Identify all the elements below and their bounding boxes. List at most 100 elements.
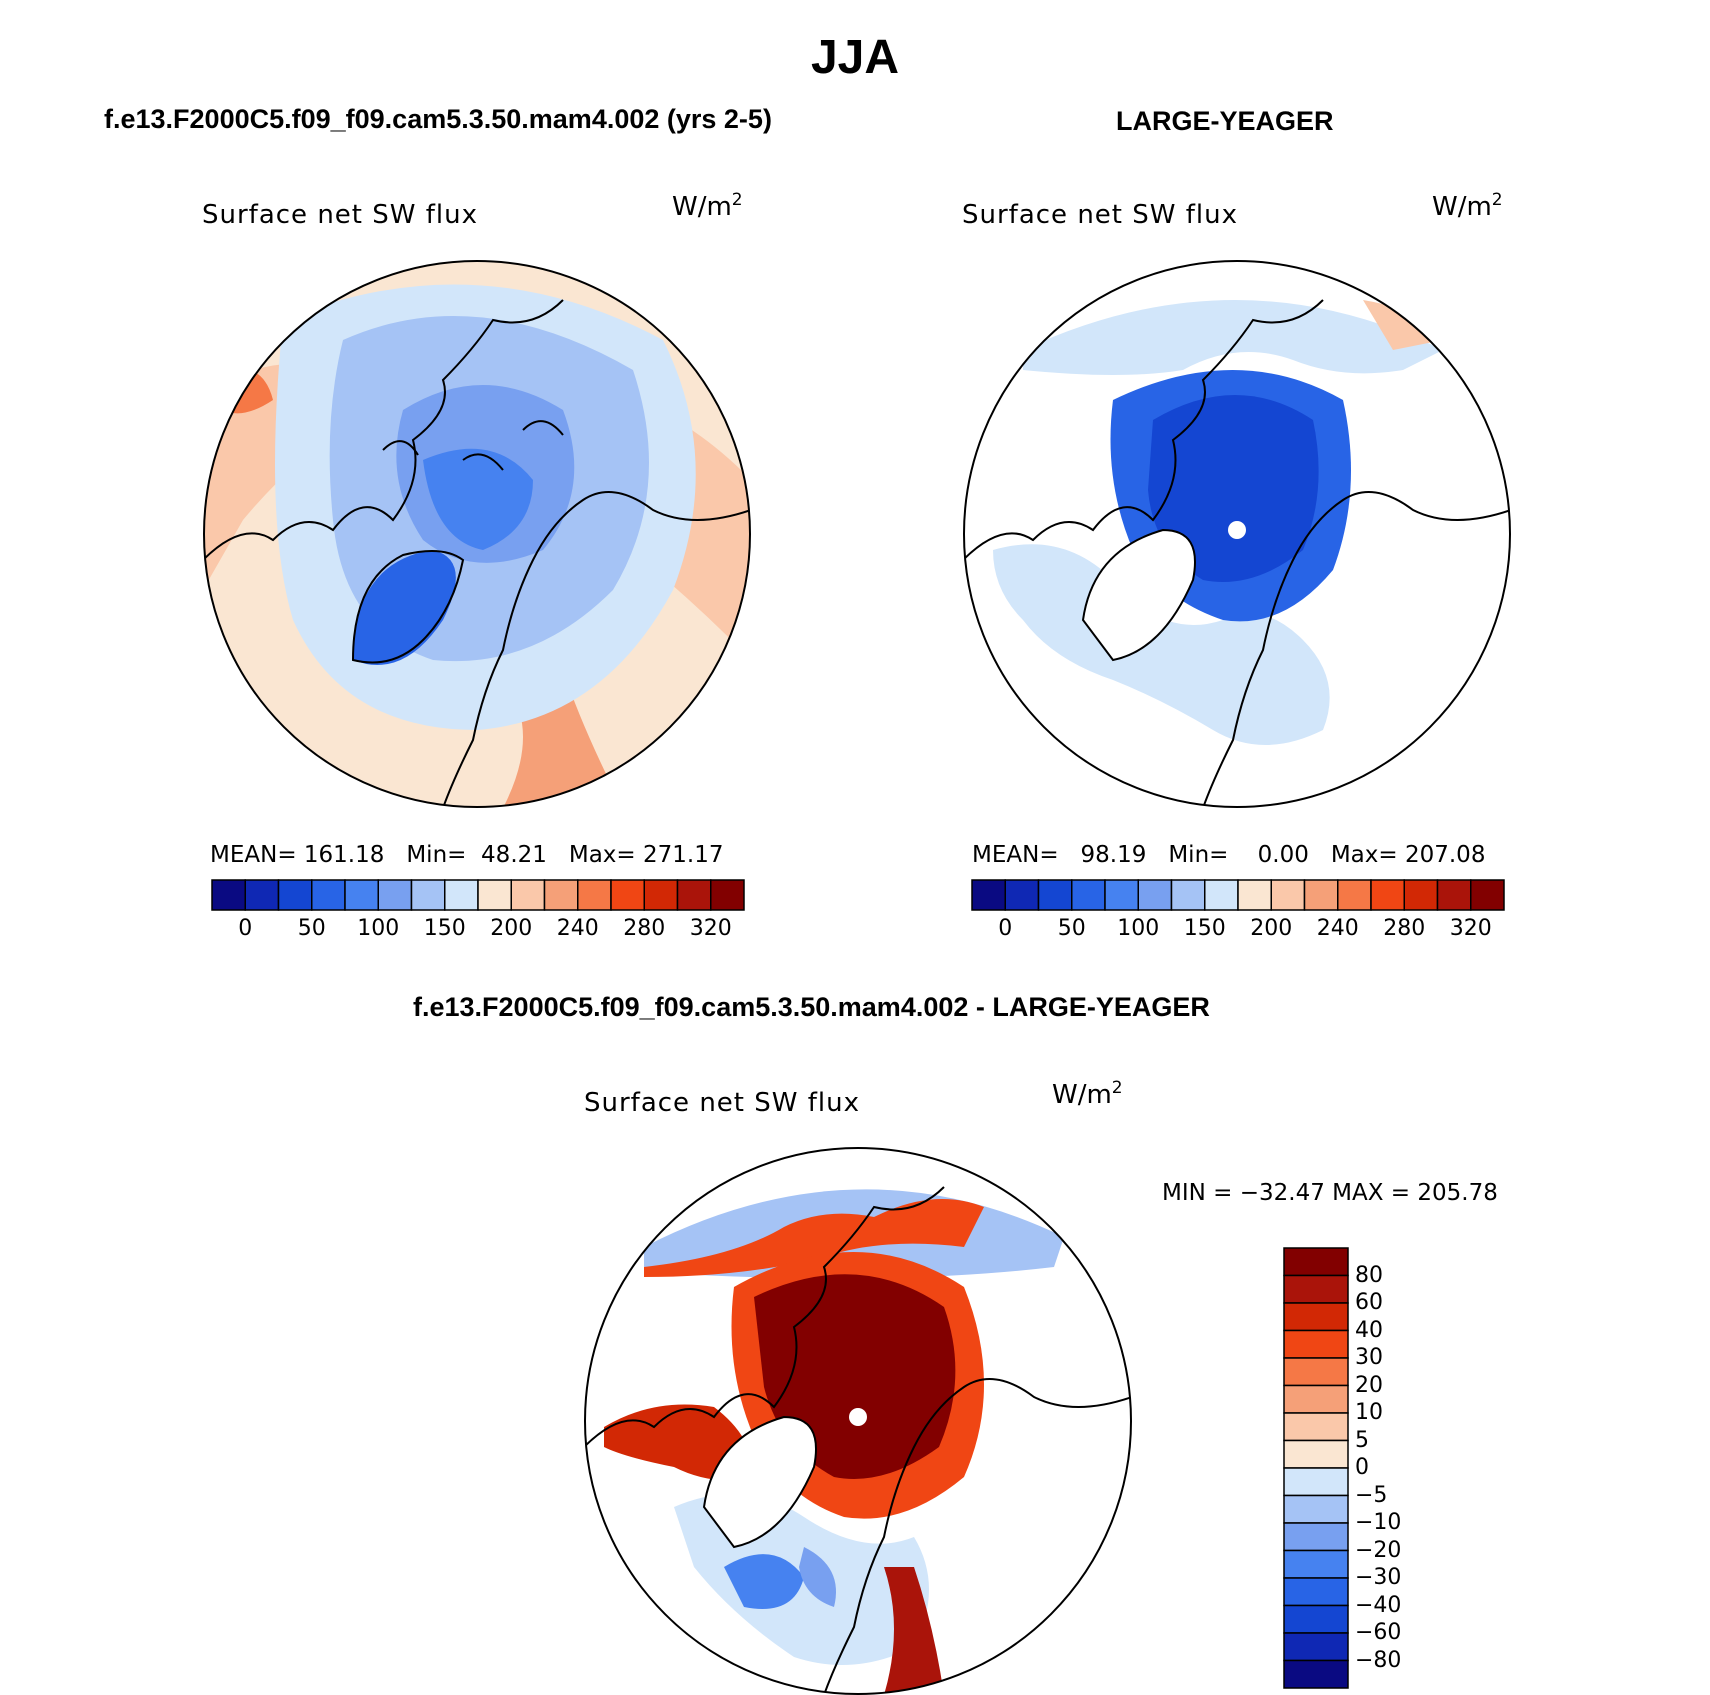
left-coastline-na bbox=[204, 299, 564, 561]
diff-colorbar-box bbox=[1283, 1247, 1349, 1277]
left-colorbar-box bbox=[643, 879, 679, 911]
diff-units: W/m2 bbox=[1052, 1078, 1123, 1110]
diff-colorbar-tick-label: −30 bbox=[1355, 1565, 1402, 1590]
right-case-title: LARGE-YEAGER bbox=[1116, 106, 1334, 136]
right-stats: MEAN= 98.19 Min= 0.00 Max= 207.08 bbox=[972, 842, 1486, 868]
right-colorbar-box bbox=[971, 879, 1006, 911]
right-units: W/m2 bbox=[1432, 190, 1503, 222]
right-colorbar-box bbox=[1303, 879, 1339, 911]
diff-colorbar-tick-label: 80 bbox=[1355, 1262, 1383, 1288]
diff-colorbar bbox=[1283, 1247, 1349, 1689]
diff-coastline-na bbox=[585, 1186, 945, 1448]
diff-blue-patch bbox=[724, 1554, 804, 1609]
left-colorbar-tick-label: 280 bbox=[623, 916, 666, 941]
diff-colorbar-box bbox=[1283, 1467, 1349, 1497]
left-polar-map bbox=[203, 260, 751, 808]
right-polar-map bbox=[963, 260, 1511, 808]
diff-colorbar-tick-label: −10 bbox=[1355, 1510, 1402, 1535]
diff-red-south bbox=[884, 1567, 944, 1694]
right-colorbar-tick-label: 50 bbox=[1057, 916, 1086, 941]
right-pole-hole bbox=[1228, 521, 1246, 539]
diff-colorbar-tick-label: 0 bbox=[1355, 1455, 1369, 1480]
diff-colorbar-tick-label: −80 bbox=[1355, 1647, 1402, 1673]
right-colorbar-tick-label: 320 bbox=[1449, 916, 1492, 941]
left-case-title: f.e13.F2000C5.f09_f09.cam5.3.50.mam4.002… bbox=[104, 104, 772, 134]
left-colorbar-box bbox=[477, 879, 512, 911]
right-colorbar-box bbox=[1270, 879, 1306, 911]
diff-pole-hole bbox=[849, 1408, 867, 1426]
right-colorbar bbox=[971, 879, 1505, 911]
figure-title: JJA bbox=[810, 31, 900, 84]
left-colorbar-box bbox=[676, 879, 712, 911]
diff-colorbar-box bbox=[1283, 1604, 1349, 1634]
left-colorbar-box bbox=[510, 879, 546, 911]
right-colorbar-tick-label: 200 bbox=[1250, 916, 1293, 941]
diff-colorbar-ticks: 80 60 40 30 20 10 5 0 −5 −10 −20 −30 −40 −60 −80 bbox=[1355, 1248, 1475, 1688]
diff-colorbar-box bbox=[1283, 1577, 1349, 1607]
right-colorbar-box bbox=[1037, 879, 1073, 911]
right-colorbar-box bbox=[1137, 879, 1173, 911]
right-colorbar-tick-label: 150 bbox=[1183, 916, 1226, 941]
left-greenland-blue bbox=[353, 550, 456, 665]
diff-colorbar-box bbox=[1283, 1494, 1349, 1524]
right-plot-title: Surface net SW flux bbox=[962, 200, 1238, 230]
diff-red-coast-north bbox=[644, 1199, 984, 1277]
left-colorbar-box bbox=[610, 879, 645, 911]
diff-red-left bbox=[604, 1404, 754, 1481]
right-warm-north bbox=[1363, 300, 1443, 350]
right-colorbar-box bbox=[1104, 879, 1139, 911]
right-colorbar-box bbox=[1337, 879, 1372, 911]
right-colorbar-box bbox=[1370, 879, 1405, 911]
right-coastline-eurasia bbox=[1202, 491, 1510, 807]
diff-colorbar-tick-label: 20 bbox=[1355, 1372, 1383, 1398]
diff-colorbar-tick-label: 10 bbox=[1355, 1400, 1383, 1425]
left-stats: MEAN= 161.18 Min= 48.21 Max= 271.17 bbox=[210, 842, 724, 868]
diff-colorbar-box bbox=[1283, 1632, 1349, 1662]
left-units: W/m2 bbox=[672, 190, 743, 222]
diff-colorbar-box bbox=[1283, 1549, 1349, 1579]
left-colorbar-box bbox=[344, 879, 379, 911]
diff-colorbar-tick-label: −5 bbox=[1355, 1482, 1388, 1508]
right-colorbar-box bbox=[1470, 879, 1505, 911]
right-colorbar-box bbox=[1004, 879, 1040, 911]
diff-colorbar-box bbox=[1283, 1659, 1349, 1689]
left-coastline-islands bbox=[382, 420, 564, 471]
left-colorbar bbox=[211, 879, 745, 911]
diff-colorbar-box bbox=[1283, 1412, 1349, 1442]
left-colorbar-box bbox=[577, 879, 612, 911]
right-colorbar-box bbox=[1237, 879, 1272, 911]
right-light-north bbox=[1023, 300, 1443, 375]
right-colorbar-box bbox=[1436, 879, 1472, 911]
left-coastline-eurasia bbox=[442, 491, 750, 807]
right-colorbar-box bbox=[1403, 879, 1439, 911]
right-colorbar-tick-label: 0 bbox=[998, 916, 1013, 941]
right-colorbar-tick-label: 100 bbox=[1117, 916, 1160, 941]
diff-colorbar-box bbox=[1283, 1522, 1349, 1552]
right-deep-ice bbox=[1148, 395, 1319, 582]
left-colorbar-box bbox=[444, 879, 479, 911]
right-colorbar-ticks: 0 50 100 150 200 240 280 320 bbox=[972, 916, 1504, 946]
diff-colorbar-box bbox=[1283, 1439, 1349, 1469]
right-colorbar-box bbox=[1071, 879, 1106, 911]
left-colorbar-box bbox=[277, 879, 313, 911]
left-colorbar-tick-label: 150 bbox=[423, 916, 466, 941]
diff-colorbar-tick-label: 30 bbox=[1355, 1345, 1383, 1370]
left-colorbar-box bbox=[543, 879, 579, 911]
left-colorbar-box bbox=[410, 879, 446, 911]
diff-blue-patch-2 bbox=[799, 1547, 836, 1607]
left-colorbar-tick-label: 0 bbox=[238, 916, 253, 941]
right-coastline-greenland bbox=[1081, 528, 1196, 662]
left-plot-title: Surface net SW flux bbox=[202, 200, 478, 230]
left-colorbar-tick-label: 200 bbox=[490, 916, 533, 941]
diff-colorbar-tick-label: −20 bbox=[1355, 1537, 1402, 1563]
right-colorbar-box bbox=[1204, 879, 1239, 911]
right-colorbar-tick-label: 280 bbox=[1383, 916, 1426, 941]
diff-colorbar-box bbox=[1283, 1329, 1349, 1359]
right-colorbar-tick-label: 240 bbox=[1316, 916, 1359, 941]
diff-colorbar-tick-label: 40 bbox=[1355, 1317, 1383, 1343]
right-coastline-na bbox=[964, 299, 1324, 561]
diff-greenland-land bbox=[704, 1417, 816, 1547]
left-colorbar-box bbox=[710, 879, 745, 911]
diff-colorbar-box bbox=[1283, 1384, 1349, 1414]
diff-colorbar-tick-label: −40 bbox=[1355, 1592, 1402, 1618]
